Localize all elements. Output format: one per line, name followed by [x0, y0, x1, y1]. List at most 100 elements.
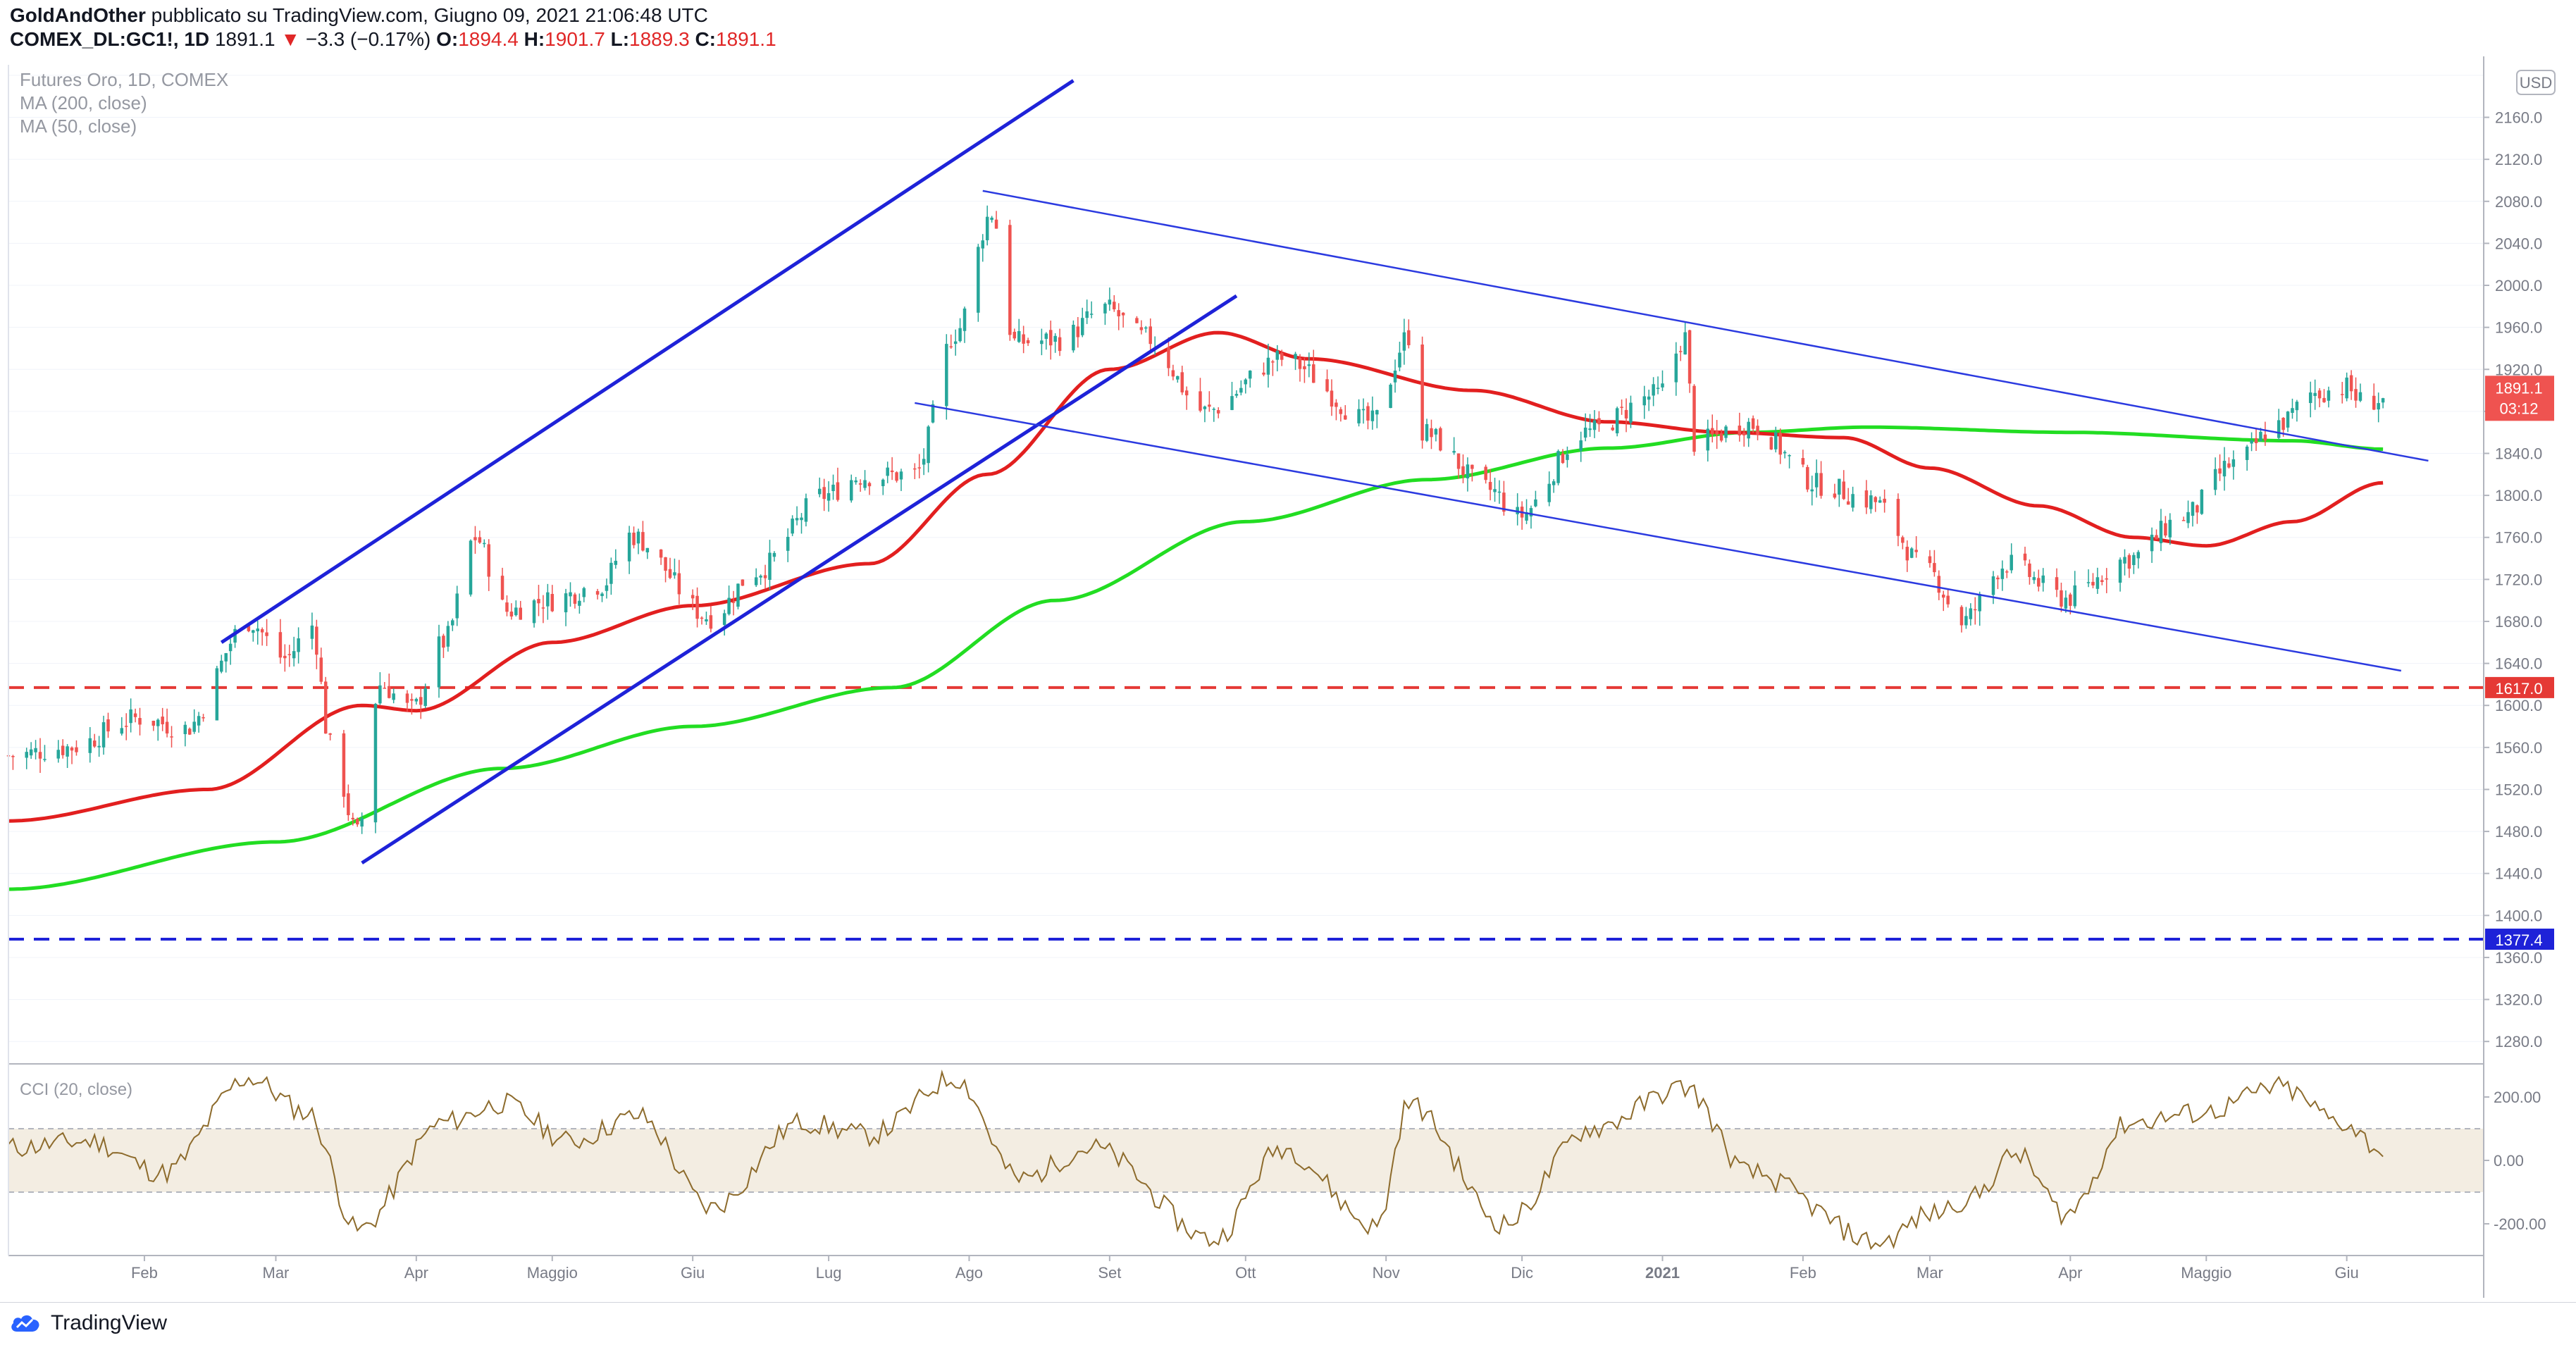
candle-up: [483, 543, 486, 545]
candle-up: [1674, 353, 1678, 383]
candle-up: [1661, 383, 1664, 388]
candle-up: [1566, 454, 1569, 460]
candle-down: [1456, 453, 1461, 469]
candle-up: [1402, 332, 1406, 351]
candle-up: [569, 592, 572, 597]
author-name[interactable]: GoldAndOther: [10, 4, 146, 26]
candle-down: [2218, 468, 2222, 474]
tradingview-logo[interactable]: TradingView: [8, 1311, 167, 1335]
trendlines[interactable]: [220, 79, 2429, 864]
candle-down: [1692, 385, 1696, 452]
candle-down: [133, 713, 137, 717]
candle-up: [2381, 398, 2385, 403]
candle-down: [151, 721, 156, 726]
candle-up: [2123, 557, 2126, 564]
candle-up: [2191, 502, 2195, 516]
candle-down: [550, 594, 555, 612]
price-chart[interactable]: 1280.0 1320.0 1360.0 1400.0 1440.0 1480.0 1520…: [0, 56, 2576, 1302]
candle-up: [1361, 409, 1366, 411]
ma200-line: [8, 425, 2384, 891]
candle-down: [170, 736, 173, 738]
candle-down: [188, 729, 192, 735]
candle-down: [2281, 417, 2285, 430]
ohlc-bar: COMEX_DL:GC1!, 1D 1891.1 ▼ −3.3 (−0.17%)…: [10, 28, 776, 51]
candle-up: [1869, 495, 1873, 509]
footer: TradingView: [0, 1302, 2576, 1345]
candle-up: [392, 693, 395, 700]
candle-up: [1176, 376, 1179, 380]
candle-up: [2041, 575, 2045, 583]
candle-up: [451, 620, 454, 626]
candle-up: [1991, 576, 1995, 595]
candle-up: [645, 547, 650, 552]
time-tick-label: Ott: [1235, 1264, 1256, 1282]
candle-down: [1330, 390, 1334, 407]
price-tick-label: 1360.0: [2495, 949, 2542, 967]
candle-up: [1656, 388, 1660, 389]
candle-down: [161, 717, 164, 724]
price-tick-label: 1640.0: [2495, 655, 2542, 673]
candle-up: [673, 572, 676, 576]
candle-up: [310, 625, 314, 639]
time-tick-label: Lug: [816, 1264, 842, 1282]
candle-up: [1081, 318, 1084, 335]
candle-up: [469, 540, 473, 595]
candle-down: [1864, 490, 1869, 508]
candle-up: [881, 479, 885, 487]
candle-down: [2196, 505, 2199, 513]
candle-up: [2032, 577, 2036, 581]
publish-text: pubblicato su TradingView.com, Giugno 09…: [151, 4, 708, 26]
candle-down: [1113, 302, 1116, 310]
candle-up: [1851, 494, 1854, 508]
candle-down: [473, 537, 477, 540]
candle-up: [2095, 577, 2100, 589]
candle-down: [2105, 578, 2109, 580]
close-value: 1891.1: [716, 28, 776, 50]
candle-up: [1552, 481, 1556, 485]
candle-down: [165, 721, 169, 734]
candle-down: [2055, 577, 2059, 590]
candle-up: [66, 746, 69, 757]
price-tick-label: 1920.0: [2495, 361, 2542, 378]
candle-up: [1370, 410, 1375, 421]
last-price: 1891.1: [214, 28, 275, 50]
candle-down: [1344, 415, 1347, 420]
candle-down: [1026, 340, 1030, 344]
price-tick-label: 1440.0: [2495, 865, 2542, 883]
candle-down: [1139, 327, 1144, 330]
candle-down: [659, 549, 663, 558]
candle-up: [101, 722, 106, 748]
time-axis[interactable]: Feb Mar Apr Maggio Giu Lug Ago Set Ott Nov Dic 2021…: [131, 1256, 2359, 1282]
time-tick-label: Ago: [955, 1264, 983, 1282]
candle-down: [1933, 563, 1936, 573]
candle-up: [1529, 508, 1533, 516]
time-tick-label: Giu: [2335, 1264, 2359, 1282]
candle-up: [1774, 432, 1778, 450]
candle-down: [410, 699, 414, 701]
time-tick-label: Maggio: [2181, 1264, 2231, 1282]
candle-down: [287, 654, 292, 655]
price-tick-label: 2080.0: [2495, 193, 2542, 211]
grid-lines: [8, 75, 2484, 1042]
candle-up: [2308, 392, 2312, 404]
candle-down: [2060, 590, 2063, 607]
candle-down: [541, 607, 545, 609]
candle-up: [981, 240, 985, 249]
candle-down: [741, 579, 745, 586]
candle-up: [1810, 489, 1814, 492]
candle-down: [419, 697, 423, 705]
candle-down: [890, 470, 894, 473]
candle-down: [478, 537, 482, 543]
cci-axis[interactable]: 200.00 0.00 -200.00: [2484, 1089, 2546, 1233]
candle-up: [2000, 569, 2005, 579]
candle-up: [1615, 408, 1619, 434]
candle-down: [2340, 394, 2344, 395]
candle-down: [1801, 458, 1805, 465]
candle-down: [763, 575, 767, 578]
candle-up: [437, 636, 441, 688]
candle-down: [405, 693, 409, 703]
price-tick-label: 1720.0: [2495, 571, 2542, 588]
price-axis[interactable]: 1280.0 1320.0 1360.0 1400.0 1440.0 1480.0 1520…: [2484, 109, 2542, 1051]
candle-up: [600, 593, 604, 597]
candle-down: [595, 590, 600, 595]
